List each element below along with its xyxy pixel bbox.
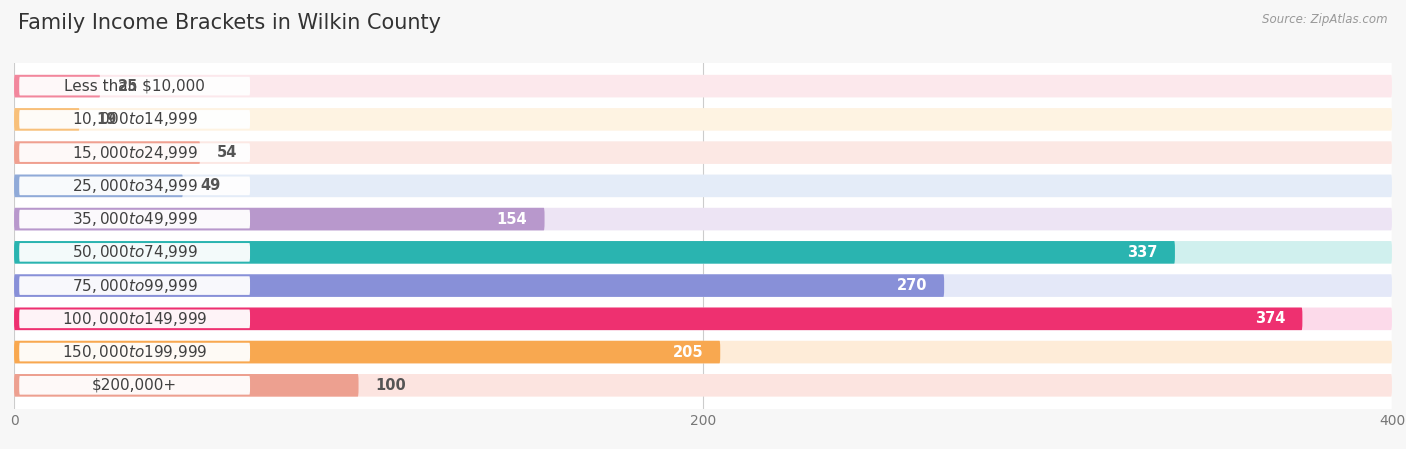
- FancyBboxPatch shape: [20, 309, 250, 328]
- FancyBboxPatch shape: [14, 341, 1392, 363]
- Text: 337: 337: [1128, 245, 1157, 260]
- Text: $15,000 to $24,999: $15,000 to $24,999: [72, 144, 198, 162]
- Text: 19: 19: [97, 112, 117, 127]
- Text: $100,000 to $149,999: $100,000 to $149,999: [62, 310, 207, 328]
- Text: $10,000 to $14,999: $10,000 to $14,999: [72, 110, 198, 128]
- FancyBboxPatch shape: [14, 175, 1392, 197]
- FancyBboxPatch shape: [14, 274, 1392, 297]
- FancyBboxPatch shape: [20, 243, 250, 262]
- FancyBboxPatch shape: [20, 376, 250, 395]
- FancyBboxPatch shape: [14, 141, 1392, 164]
- Text: $25,000 to $34,999: $25,000 to $34,999: [72, 177, 198, 195]
- FancyBboxPatch shape: [14, 75, 100, 97]
- FancyBboxPatch shape: [20, 276, 250, 295]
- Text: 374: 374: [1254, 311, 1285, 326]
- FancyBboxPatch shape: [14, 308, 1302, 330]
- FancyBboxPatch shape: [14, 308, 1392, 330]
- Text: 205: 205: [672, 344, 703, 360]
- FancyBboxPatch shape: [14, 208, 544, 230]
- FancyBboxPatch shape: [14, 274, 945, 297]
- Text: $50,000 to $74,999: $50,000 to $74,999: [72, 243, 198, 261]
- FancyBboxPatch shape: [14, 75, 1392, 97]
- Text: 25: 25: [118, 79, 138, 94]
- FancyBboxPatch shape: [20, 143, 250, 162]
- FancyBboxPatch shape: [14, 141, 200, 164]
- FancyBboxPatch shape: [14, 241, 1392, 264]
- Text: $150,000 to $199,999: $150,000 to $199,999: [62, 343, 207, 361]
- FancyBboxPatch shape: [20, 210, 250, 229]
- FancyBboxPatch shape: [20, 343, 250, 361]
- Text: Family Income Brackets in Wilkin County: Family Income Brackets in Wilkin County: [18, 13, 441, 34]
- Text: 270: 270: [897, 278, 927, 293]
- Text: 54: 54: [218, 145, 238, 160]
- Text: 49: 49: [200, 178, 221, 194]
- Text: 100: 100: [375, 378, 406, 393]
- FancyBboxPatch shape: [14, 341, 720, 363]
- Text: 154: 154: [496, 211, 527, 227]
- FancyBboxPatch shape: [14, 108, 80, 131]
- Text: $200,000+: $200,000+: [91, 378, 177, 393]
- FancyBboxPatch shape: [20, 77, 250, 96]
- Text: $75,000 to $99,999: $75,000 to $99,999: [72, 277, 198, 295]
- Text: Source: ZipAtlas.com: Source: ZipAtlas.com: [1263, 13, 1388, 26]
- FancyBboxPatch shape: [14, 374, 359, 396]
- Text: Less than $10,000: Less than $10,000: [65, 79, 205, 94]
- FancyBboxPatch shape: [14, 208, 1392, 230]
- FancyBboxPatch shape: [14, 175, 183, 197]
- FancyBboxPatch shape: [14, 241, 1175, 264]
- Text: $35,000 to $49,999: $35,000 to $49,999: [72, 210, 198, 228]
- FancyBboxPatch shape: [20, 176, 250, 195]
- FancyBboxPatch shape: [20, 110, 250, 129]
- FancyBboxPatch shape: [14, 108, 1392, 131]
- FancyBboxPatch shape: [14, 374, 1392, 396]
